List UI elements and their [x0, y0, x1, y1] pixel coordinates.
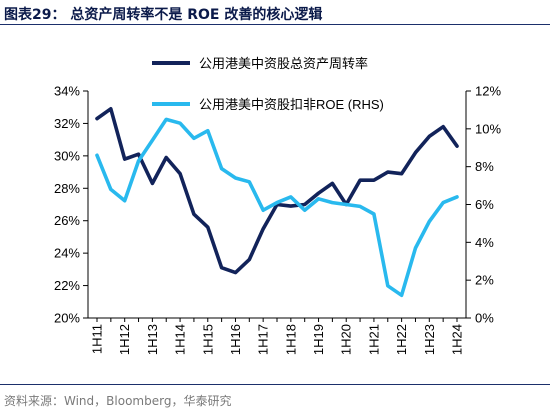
x-tick-label: 1H11 — [90, 324, 105, 354]
x-tick-label: 1H21 — [366, 324, 381, 355]
left-tick-label: 24% — [54, 246, 80, 261]
chart-title: 图表29： 总资产周转率不是 ROE 改善的核心逻辑 — [4, 7, 323, 23]
left-tick-label: 34% — [54, 84, 80, 99]
left-tick-label: 20% — [54, 311, 80, 326]
source-note: 资料来源：Wind，Bloomberg，华泰研究 — [4, 394, 232, 408]
x-tick-label: 1H20 — [339, 324, 354, 355]
series-line-2 — [95, 117, 459, 298]
x-tick-label: 1H13 — [145, 324, 160, 355]
right-tick-label: 2% — [475, 273, 494, 288]
x-tick-label: 1H22 — [394, 324, 409, 355]
left-tick-label: 28% — [54, 181, 80, 196]
chart-axes: 20% 22% 24% 26% 28% 30% 32% 34% 0% 2% 4% 6% 8% 10% 12%… — [54, 84, 501, 356]
title-divider — [0, 24, 550, 25]
x-tick-label: 1H24 — [450, 324, 465, 355]
x-tick-label: 1H17 — [256, 324, 271, 355]
legend-label-2: 公用港美中资股扣非ROE (RHS) — [199, 97, 384, 112]
right-tick-label: 4% — [475, 235, 494, 250]
x-tick-label: 1H16 — [228, 324, 243, 355]
right-tick-label: 10% — [475, 121, 501, 136]
x-tick-label: 1H18 — [283, 324, 298, 355]
left-tick-label: 26% — [54, 213, 80, 228]
x-tick-label: 1H15 — [200, 324, 215, 355]
right-tick-label: 8% — [475, 159, 494, 174]
right-tick-label: 0% — [475, 311, 494, 326]
right-tick-label: 6% — [475, 197, 494, 212]
x-tick-label: 1H14 — [173, 324, 188, 355]
x-tick-label: 1H19 — [311, 324, 326, 355]
x-tick-label: 1H12 — [117, 324, 132, 355]
chart-series — [95, 107, 459, 298]
left-tick-label: 30% — [54, 148, 80, 163]
x-tick-label: 1H23 — [422, 324, 437, 355]
left-tick-label: 32% — [54, 116, 80, 131]
right-tick-label: 12% — [475, 84, 501, 99]
source-divider — [0, 384, 550, 385]
series-line-1 — [95, 107, 459, 275]
left-tick-label: 22% — [54, 278, 80, 293]
chart: 20% 22% 24% 26% 28% 30% 32% 34% 0% 2% 4% 6% 8% 10% 12%… — [54, 56, 501, 356]
legend-label-1: 公用港美中资股总资产周转率 — [199, 56, 368, 71]
